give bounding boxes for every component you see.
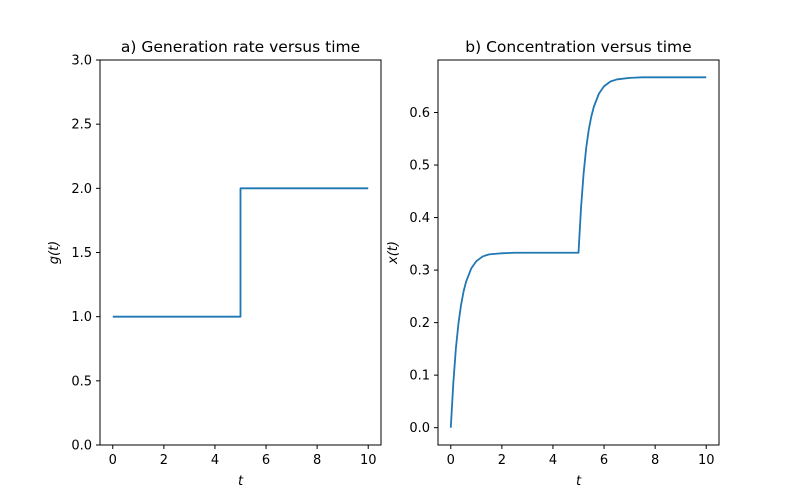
chart-b-xtick-label: 8 [651, 453, 659, 468]
chart-a-ytick-label: 1.0 [71, 310, 92, 325]
chart-b-ylabel: x(t) [386, 241, 401, 265]
chart-b-ytick-label: 0.3 [409, 264, 430, 279]
chart-a-ytick-label: 1.5 [71, 246, 92, 261]
chart-a-series-line [112, 187, 369, 318]
chart-a-xtick-label: 0 [109, 453, 117, 468]
chart-a-ticks: 0 2 4 6 8 10 0.0 0.5 1.0 1.5 2.0 2.5 3.0 [71, 54, 376, 469]
chart-b-xlabel: t [576, 474, 582, 489]
chart-a-axes-frame [99, 59, 382, 446]
chart-b-ytick-label: 0.6 [409, 106, 430, 121]
chart-a-xtick-label: 2 [160, 453, 168, 468]
chart-b-xtick-label: 2 [498, 453, 506, 468]
chart-b-ticks: 0 2 4 6 8 10 0.0 0.1 0.2 0.3 0.4 0.5 0.6 [409, 106, 714, 468]
chart-b-ytick-label: 0.0 [409, 421, 430, 436]
chart-a-ylabel: g(t) [47, 241, 62, 265]
chart-a-ytick-label: 2.0 [71, 182, 92, 197]
chart-b-xtick-label: 4 [549, 453, 557, 468]
chart-b-ytick-label: 0.5 [409, 159, 430, 174]
chart-a-xtick-label: 4 [211, 453, 219, 468]
chart-a-xlabel: t [238, 474, 244, 489]
chart-concentration: b) Concentration versus time 0 2 4 6 8 100.00… [386, 38, 720, 489]
chart-b-xtick-label: 6 [600, 453, 608, 468]
chart-a-ytick-label: 2.5 [71, 118, 92, 133]
chart-a-ytick-label: 3.0 [71, 54, 92, 69]
chart-b-xtick-label: 10 [698, 453, 715, 468]
chart-a-title: a) Generation rate versus time [121, 38, 360, 56]
chart-a-ytick-label: 0.0 [71, 439, 92, 454]
chart-b-title: b) Concentration versus time [465, 38, 691, 56]
chart-a-ytick-label: 0.5 [71, 374, 92, 389]
chart-a-xtick-label: 10 [360, 453, 377, 468]
chart-b-xtick-label: 0 [447, 453, 455, 468]
chart-b-ytick-label: 0.4 [409, 211, 430, 226]
chart-b-ytick-label: 0.1 [409, 369, 430, 384]
chart-a-xtick-label: 8 [313, 453, 321, 468]
chart-b-axes-frame [437, 59, 720, 446]
chart-b-ytick-label: 0.2 [409, 316, 430, 331]
chart-a-xtick-label: 6 [262, 453, 270, 468]
chart-b-series-line [449, 76, 707, 428]
chart-generation-rate: a) Generation rate versus time 0 2 4 6 8 10 0.… [47, 38, 382, 489]
